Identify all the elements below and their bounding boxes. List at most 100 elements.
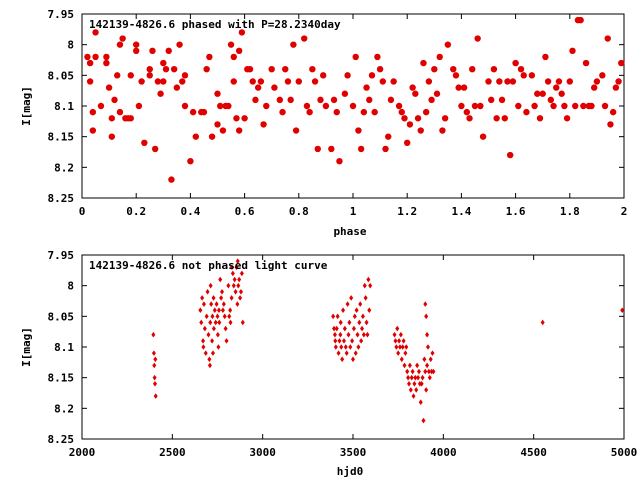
- phased-data-point: [116, 41, 124, 48]
- unphased-data-point: [220, 307, 225, 313]
- phased-data-point: [515, 102, 522, 110]
- unphased-data-point: [405, 368, 410, 375]
- phased-x-tick-label: 0: [79, 205, 86, 218]
- unphased-data-point: [228, 307, 233, 313]
- unphased-data-point: [407, 362, 412, 369]
- unphased-y-tick-label: 8.1: [54, 341, 74, 354]
- unphased-data-point: [424, 387, 429, 393]
- unphased-data-point: [402, 362, 407, 369]
- phased-data-point: [590, 84, 598, 91]
- unphased-data-point: [152, 374, 157, 381]
- phased-data-point: [108, 115, 116, 122]
- unphased-data-point: [394, 344, 399, 350]
- unphased-data-point: [238, 295, 243, 301]
- unphased-data-point: [208, 319, 213, 326]
- phased-data-point: [618, 59, 625, 67]
- phased-data-point: [379, 78, 387, 85]
- unphased-data-point: [215, 313, 220, 320]
- phased-data-point: [200, 108, 208, 116]
- unphased-data-point: [397, 338, 402, 344]
- phased-data-point: [458, 102, 465, 110]
- unphased-data-point: [423, 368, 428, 375]
- phased-data-point: [89, 127, 97, 134]
- unphased-data-point: [199, 319, 204, 326]
- phased-data-point: [523, 108, 530, 116]
- phased-data-point: [553, 84, 560, 91]
- unphased-data-point: [201, 301, 206, 307]
- unphased-data-point: [344, 350, 349, 356]
- unphased-data-point: [427, 374, 432, 381]
- phased-data-point: [311, 78, 319, 85]
- phased-x-axis-label: phase: [333, 225, 366, 238]
- phased-data-point: [114, 72, 121, 79]
- phased-x-tick-label: 1.4: [451, 205, 471, 218]
- unphased-data-point: [359, 338, 364, 344]
- unphased-data-point: [340, 356, 345, 363]
- unphased-data-point: [215, 331, 220, 338]
- phased-data-point: [284, 78, 292, 85]
- unphased-data-point: [152, 381, 157, 387]
- unphased-data-point: [350, 338, 355, 344]
- phased-data-point: [328, 145, 335, 153]
- phased-data-point: [395, 102, 403, 110]
- unphased-data-point: [424, 313, 429, 320]
- phased-data-point: [466, 115, 473, 122]
- phased-y-axis-label: I[mag]: [20, 86, 33, 126]
- phased-data-point: [536, 115, 544, 122]
- unphased-data-point: [428, 356, 433, 363]
- phased-data-point: [599, 72, 606, 79]
- unphased-data-point: [415, 362, 420, 369]
- phased-data-point: [531, 102, 538, 110]
- phased-data-point: [86, 78, 94, 85]
- unphased-data-point: [213, 319, 218, 326]
- phased-data-point: [604, 35, 611, 42]
- phased-data-point: [149, 47, 156, 54]
- unphased-data-point: [407, 381, 412, 387]
- unphased-x-axis-label: hjd0: [337, 465, 364, 478]
- phased-data-point: [363, 84, 370, 91]
- unphased-data-point: [220, 289, 225, 295]
- unphased-x-tick-label: 4000: [430, 446, 457, 459]
- phased-data-point: [292, 127, 300, 134]
- phased-data-point: [214, 90, 221, 97]
- unphased-chart-title: 142139-4826.6 not phased light curve: [89, 259, 328, 272]
- phased-data-point: [168, 176, 175, 183]
- phased-data-point: [357, 145, 365, 153]
- phased-y-tick-label: 8.15: [48, 131, 75, 144]
- phased-data-point: [607, 121, 614, 128]
- unphased-x-tick-label: 2000: [69, 446, 96, 459]
- phased-data-point: [86, 59, 94, 67]
- phased-data-point: [344, 72, 351, 79]
- phased-data-point: [333, 108, 340, 116]
- phased-data-point: [417, 127, 424, 134]
- phased-data-point: [488, 96, 495, 104]
- phased-data-point: [425, 78, 433, 85]
- unphased-data-point: [240, 319, 245, 326]
- unphased-data-point: [409, 374, 414, 381]
- phased-data-point: [279, 108, 286, 116]
- unphased-data-point: [229, 295, 234, 301]
- phased-data-point: [336, 158, 343, 165]
- unphased-data-point: [214, 301, 219, 307]
- phased-data-point: [439, 127, 446, 134]
- phased-data-point: [322, 102, 330, 110]
- phased-data-point: [566, 78, 573, 85]
- phased-data-point: [615, 78, 622, 85]
- unphased-data-point: [210, 350, 215, 356]
- unphased-chart: 2000 2500 3000 3500 4000 4500 5000 7.95 8 8.05 8.1…: [20, 249, 637, 478]
- phased-data-point: [352, 53, 359, 61]
- unphased-data-point: [236, 282, 241, 289]
- phased-data-point: [282, 66, 289, 73]
- phased-data-point: [539, 90, 546, 97]
- unphased-data-points: [151, 258, 625, 424]
- phased-data-point: [593, 78, 601, 85]
- unphased-data-point: [216, 307, 221, 313]
- unphased-data-point: [200, 295, 205, 301]
- phased-data-point: [401, 115, 408, 122]
- phased-data-point: [84, 53, 91, 61]
- unphased-data-point: [333, 344, 338, 350]
- unphased-data-point: [400, 344, 405, 350]
- phased-data-point: [512, 59, 519, 67]
- unphased-data-point: [232, 276, 237, 283]
- unphased-data-point: [339, 344, 344, 350]
